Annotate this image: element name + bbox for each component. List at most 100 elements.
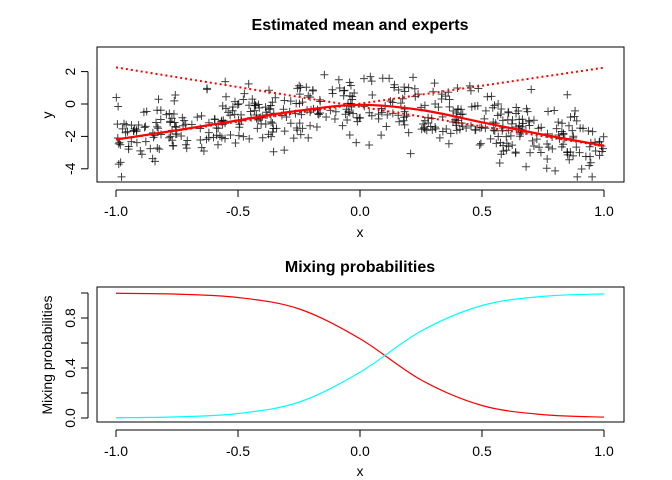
- scatter-point: [409, 73, 418, 82]
- scatter-point: [119, 119, 128, 128]
- scatter-point: [579, 124, 588, 133]
- scatter-point: [575, 148, 584, 157]
- scatter-point: [261, 103, 270, 112]
- y-tick-label: -4: [62, 162, 78, 175]
- scatter-point: [181, 140, 190, 149]
- scatter-point: [239, 132, 248, 141]
- scatter-point: [153, 143, 162, 152]
- scatter-point: [250, 106, 259, 115]
- scatter-point: [420, 116, 429, 125]
- scatter-point: [199, 147, 208, 156]
- scatter-point: [248, 95, 257, 104]
- scatter-point: [475, 123, 484, 132]
- scatter-point: [112, 93, 121, 102]
- scatter-point: [465, 81, 474, 90]
- scatter-point: [280, 127, 289, 136]
- scatter-point: [466, 86, 475, 95]
- scatter-point: [404, 83, 413, 92]
- top-scatter-points: [112, 70, 608, 181]
- scatter-point: [153, 106, 162, 115]
- scatter-point: [123, 127, 132, 136]
- scatter-point: [446, 129, 455, 138]
- scatter-point: [328, 89, 337, 98]
- scatter-point: [286, 97, 295, 106]
- scatter-point: [441, 92, 450, 101]
- scatter-point: [374, 110, 383, 119]
- scatter-point: [493, 111, 502, 120]
- scatter-point: [154, 95, 163, 104]
- scatter-point: [445, 102, 454, 111]
- scatter-point: [166, 117, 175, 126]
- scatter-point: [378, 74, 387, 83]
- scatter-point: [442, 124, 451, 133]
- scatter-point: [367, 77, 376, 86]
- scatter-point: [124, 142, 133, 151]
- scatter-point: [382, 122, 391, 131]
- scatter-point: [420, 125, 429, 134]
- scatter-point: [480, 114, 489, 123]
- scatter-point: [360, 74, 369, 83]
- scatter-point: [570, 112, 579, 121]
- scatter-point: [146, 144, 155, 153]
- scatter-point: [296, 130, 305, 139]
- scatter-point: [544, 107, 553, 116]
- x-tick-label: -1.0: [104, 443, 128, 459]
- scatter-point: [222, 92, 231, 101]
- scatter-point: [437, 90, 446, 99]
- scatter-point: [475, 141, 484, 150]
- scatter-point: [400, 120, 409, 129]
- scatter-point: [253, 124, 262, 133]
- x-tick-label: 1.0: [594, 443, 614, 459]
- scatter-point: [356, 113, 365, 122]
- bottom-x-axis: -1.0 -0.5 0.0 0.5 1.0: [104, 429, 614, 459]
- scatter-point: [193, 113, 202, 122]
- bottom-x-label: x: [357, 463, 364, 479]
- scatter-point: [235, 123, 244, 132]
- scatter-point: [591, 147, 600, 156]
- scatter-point: [566, 113, 575, 122]
- scatter-point: [180, 116, 189, 125]
- y-tick-label: 0.0: [62, 408, 78, 428]
- scatter-point: [506, 131, 515, 140]
- x-tick-label: 0.0: [350, 203, 370, 219]
- scatter-point: [396, 99, 405, 108]
- x-tick-label: -1.0: [104, 203, 128, 219]
- x-tick-label: 1.0: [594, 203, 614, 219]
- top-title: Estimated mean and experts: [252, 17, 469, 34]
- scatter-point: [132, 138, 141, 147]
- scatter-point: [466, 121, 475, 130]
- y-tick-label: 0.8: [62, 308, 78, 328]
- scatter-point: [462, 123, 471, 132]
- scatter-point: [340, 86, 349, 95]
- scatter-point: [226, 130, 235, 139]
- scatter-point: [476, 139, 485, 148]
- scatter-point: [136, 146, 145, 155]
- scatter-point: [565, 155, 574, 164]
- probability-line-1: [115, 292, 605, 418]
- scatter-point: [210, 115, 219, 124]
- scatter-point: [502, 132, 511, 141]
- top-lines: [115, 66, 605, 148]
- scatter-point: [202, 135, 211, 144]
- scatter-point: [338, 121, 347, 130]
- probability-line-2: [115, 293, 605, 419]
- scatter-point: [295, 119, 304, 128]
- scatter-point: [306, 93, 315, 102]
- scatter-point: [383, 110, 392, 119]
- scatter-point: [151, 157, 160, 166]
- scatter-point: [489, 126, 498, 135]
- scatter-point: [114, 139, 123, 148]
- scatter-point: [343, 116, 352, 125]
- expert-line-1: [115, 66, 605, 148]
- scatter-point: [165, 109, 174, 118]
- scatter-point: [304, 91, 313, 100]
- scatter-point: [595, 151, 604, 160]
- scatter-point: [535, 143, 544, 152]
- scatter-point: [563, 150, 572, 159]
- scatter-point: [435, 133, 444, 142]
- scatter-point: [240, 89, 249, 98]
- scatter-point: [395, 117, 404, 126]
- scatter-point: [563, 90, 572, 99]
- scatter-point: [455, 125, 464, 134]
